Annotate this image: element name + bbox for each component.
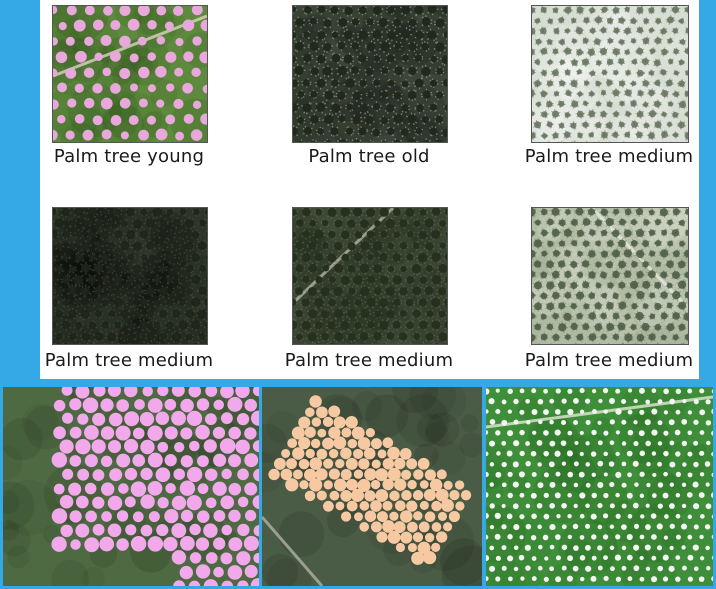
sample-image	[293, 208, 447, 344]
annotated-image	[262, 387, 482, 586]
pink-annotated-tile	[3, 387, 259, 586]
sample-image	[293, 6, 447, 142]
sample-tile	[52, 5, 208, 143]
peach-annotated-tile	[262, 387, 482, 586]
sample-tile	[52, 207, 208, 345]
white-annotated-tile	[486, 387, 713, 586]
samples-panel: Palm tree young Palm tree old Palm tree …	[40, 0, 699, 379]
sample-caption: Palm tree old	[308, 146, 430, 167]
annotated-image	[486, 387, 713, 586]
sample-tile	[531, 207, 689, 345]
sample-image	[532, 6, 688, 142]
sample-tile	[292, 207, 448, 345]
sample-tile	[292, 5, 448, 143]
sample-tile	[531, 5, 689, 143]
sample-image	[53, 208, 207, 344]
sample-caption: Palm tree medium	[284, 350, 454, 371]
sample-image	[532, 208, 688, 344]
sample-image	[53, 6, 207, 142]
sample-caption: Palm tree medium	[44, 350, 214, 371]
sample-caption: Palm tree young	[53, 146, 205, 167]
sample-caption: Palm tree medium	[524, 146, 694, 167]
annotated-image	[3, 387, 259, 586]
sample-caption: Palm tree medium	[524, 350, 694, 371]
